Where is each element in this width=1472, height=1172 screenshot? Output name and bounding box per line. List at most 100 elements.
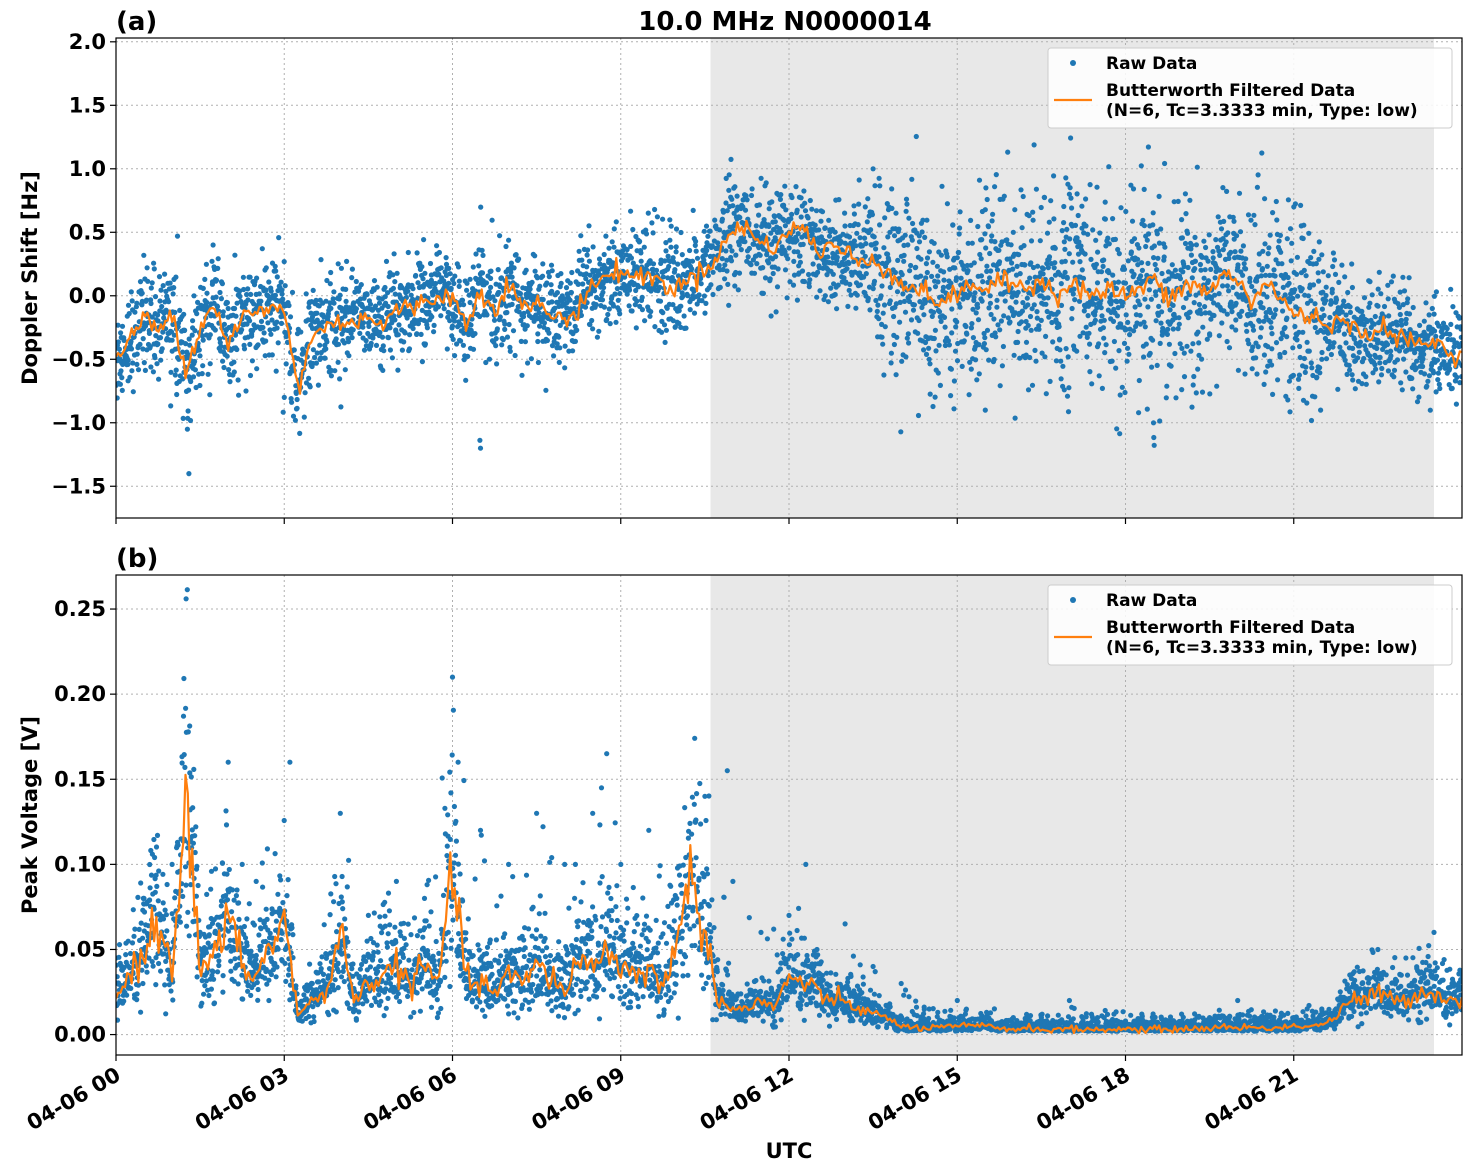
raw-data-point [1141,354,1147,360]
raw-data-point [337,292,343,298]
raw-data-point [905,331,911,337]
raw-data-point [1151,243,1157,249]
raw-data-point [1302,369,1308,375]
raw-data-point [187,723,193,729]
raw-data-point [753,223,759,229]
raw-data-point [1151,434,1157,441]
raw-data-point [1031,142,1037,148]
raw-data-point [517,291,524,297]
raw-data-point [605,311,611,318]
raw-data-point [897,319,903,325]
raw-data-point [213,277,220,283]
raw-data-point [1129,218,1136,224]
raw-data-point [1224,188,1230,194]
raw-data-point [853,243,859,249]
raw-data-point [125,357,131,363]
raw-data-point [1321,312,1327,319]
raw-data-point [513,252,519,258]
raw-data-point [364,291,370,298]
raw-data-point [338,265,344,271]
raw-data-point [1168,363,1174,369]
raw-data-point [1101,335,1107,341]
raw-data-point [1214,383,1220,389]
raw-data-point [647,313,653,319]
raw-data-point [983,347,989,353]
raw-data-point [1188,252,1194,258]
raw-data-point [1029,382,1036,388]
raw-data-point [424,325,430,331]
raw-data-point [1014,263,1020,269]
raw-data-point [314,350,320,356]
raw-data-point [1233,327,1239,333]
raw-data-point [828,285,834,291]
raw-data-point [1179,387,1185,393]
raw-data-point [676,308,682,314]
raw-data-point [241,286,247,293]
raw-data-point [557,322,563,328]
raw-data-point [452,313,459,319]
raw-data-point [511,265,517,271]
raw-data-point [529,279,535,285]
raw-data-point [1114,313,1120,319]
raw-data-point [215,969,221,975]
raw-data-point [479,247,485,253]
raw-data-point [1284,236,1290,242]
raw-data-point [1063,175,1069,181]
raw-data-point [683,325,689,331]
raw-data-point [868,227,874,233]
raw-data-point [131,933,137,939]
raw-data-point [1448,286,1454,292]
raw-data-point [660,216,666,222]
raw-data-point [1106,241,1112,247]
raw-data-point [842,210,848,216]
raw-data-point [1033,186,1039,192]
raw-data-point [1019,225,1025,231]
raw-data-point [1268,319,1274,325]
raw-data-point [1128,249,1134,255]
raw-data-point [1199,389,1206,395]
raw-data-point [415,321,421,327]
raw-data-point [297,430,303,436]
raw-data-point [134,991,140,997]
raw-data-point [957,209,963,215]
raw-data-point [589,317,595,324]
raw-data-point [957,304,963,310]
raw-data-point [1138,163,1144,169]
raw-data-point [301,414,307,420]
raw-data-point [569,269,575,276]
raw-data-point [1319,356,1325,362]
raw-data-point [215,256,221,262]
raw-data-point [691,310,698,316]
raw-data-point [594,334,601,340]
raw-data-point [1306,348,1312,354]
raw-data-point [549,268,555,274]
raw-data-point [1377,360,1383,366]
raw-data-point [144,969,150,975]
raw-data-point [463,377,469,383]
raw-data-point [204,299,210,306]
raw-data-point [385,335,392,341]
raw-data-point [726,172,732,178]
raw-data-point [1158,226,1164,232]
raw-data-point [596,328,602,334]
raw-data-point [1196,301,1202,308]
raw-data-point [801,278,808,285]
raw-data-point [360,324,366,330]
raw-data-point [1406,311,1413,317]
raw-data-point [782,183,788,189]
raw-data-point [1041,194,1048,201]
raw-data-point [414,250,420,256]
raw-data-point [797,253,803,259]
raw-data-point [207,332,213,338]
raw-data-point [864,219,870,225]
raw-data-point [518,338,524,344]
raw-data-point [1318,407,1324,413]
raw-data-point [887,284,893,290]
raw-data-point [1352,386,1358,392]
raw-data-point [141,252,147,258]
raw-data-point [1070,259,1076,265]
raw-data-point [899,272,905,278]
raw-data-point [842,223,848,229]
raw-data-point [689,258,696,264]
